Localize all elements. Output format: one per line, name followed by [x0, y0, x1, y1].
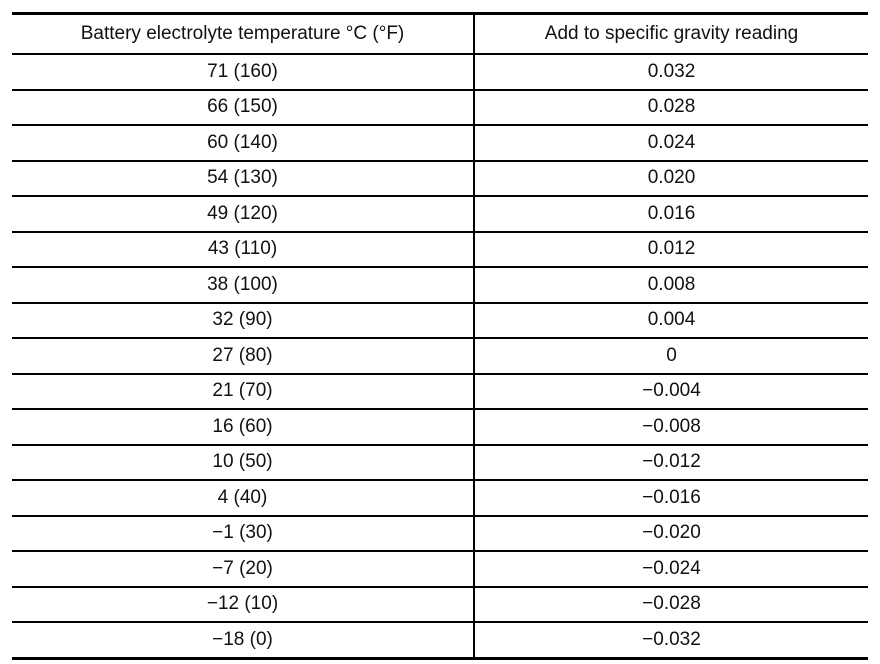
correction-cell: −0.016	[474, 480, 868, 517]
table-row: 49 (120) 0.016	[12, 196, 868, 233]
correction-cell: 0	[474, 338, 868, 375]
temperature-cell: 16 (60)	[12, 409, 475, 446]
table-row: 43 (110) 0.012	[12, 231, 868, 268]
temperature-cell: 38 (100)	[12, 267, 475, 304]
temperature-cell: 43 (110)	[12, 231, 475, 268]
table-row: 27 (80) 0	[12, 338, 868, 375]
header-row: Battery electrolyte temperature °C (°F) …	[12, 12, 868, 55]
correction-cell: −0.008	[474, 409, 868, 446]
table-row: 71 (160) 0.032	[12, 54, 868, 91]
correction-cell: 0.004	[474, 302, 868, 339]
table-row: −12 (10) −0.028	[12, 586, 868, 623]
correction-cell: −0.012	[474, 444, 868, 481]
temperature-cell: −7 (20)	[12, 551, 475, 588]
correction-cell: 0.016	[474, 196, 868, 233]
temperature-cell: −18 (0)	[12, 622, 475, 660]
correction-cell: −0.028	[474, 586, 868, 623]
temperature-cell: 4 (40)	[12, 480, 475, 517]
table-row: 60 (140) 0.024	[12, 125, 868, 162]
correction-table: Battery electrolyte temperature °C (°F) …	[12, 12, 868, 660]
table-row: −18 (0) −0.032	[12, 622, 868, 660]
table-row: 54 (130) 0.020	[12, 160, 868, 197]
correction-cell: 0.024	[474, 125, 868, 162]
table-row: 66 (150) 0.028	[12, 89, 868, 126]
temperature-cell: −1 (30)	[12, 515, 475, 552]
temperature-cell: 21 (70)	[12, 373, 475, 410]
table-row: 32 (90) 0.004	[12, 302, 868, 339]
temperature-cell: 71 (160)	[12, 54, 475, 91]
header-cell: Battery electrolyte temperature °C (°F)	[12, 12, 475, 55]
correction-cell: 0.032	[474, 54, 868, 91]
temperature-cell: 10 (50)	[12, 444, 475, 481]
correction-cell: 0.012	[474, 231, 868, 268]
temperature-cell: 32 (90)	[12, 302, 475, 339]
correction-cell: −0.032	[474, 622, 868, 660]
correction-cell: −0.024	[474, 551, 868, 588]
correction-cell: −0.004	[474, 373, 868, 410]
table-row: 4 (40) −0.016	[12, 480, 868, 517]
correction-cell: 0.020	[474, 160, 868, 197]
table-row: −1 (30) −0.020	[12, 515, 868, 552]
correction-cell: 0.028	[474, 89, 868, 126]
table-row: −7 (20) −0.024	[12, 551, 868, 588]
table-head: Battery electrolyte temperature °C (°F) …	[12, 12, 868, 55]
temperature-cell: 27 (80)	[12, 338, 475, 375]
table-body: 71 (160) 0.032 66 (150) 0.028 60 (140) 0.024 5…	[12, 54, 868, 660]
temperature-cell: 66 (150)	[12, 89, 475, 126]
header-cell: Add to specific gravity reading	[474, 12, 868, 55]
correction-cell: −0.020	[474, 515, 868, 552]
temperature-cell: −12 (10)	[12, 586, 475, 623]
correction-cell: 0.008	[474, 267, 868, 304]
temperature-cell: 49 (120)	[12, 196, 475, 233]
table-row: 21 (70) −0.004	[12, 373, 868, 410]
table-row: 38 (100) 0.008	[12, 267, 868, 304]
table-row: 16 (60) −0.008	[12, 409, 868, 446]
table-container: Battery electrolyte temperature °C (°F) …	[12, 12, 868, 660]
table-row: 10 (50) −0.012	[12, 444, 868, 481]
temperature-cell: 60 (140)	[12, 125, 475, 162]
temperature-cell: 54 (130)	[12, 160, 475, 197]
